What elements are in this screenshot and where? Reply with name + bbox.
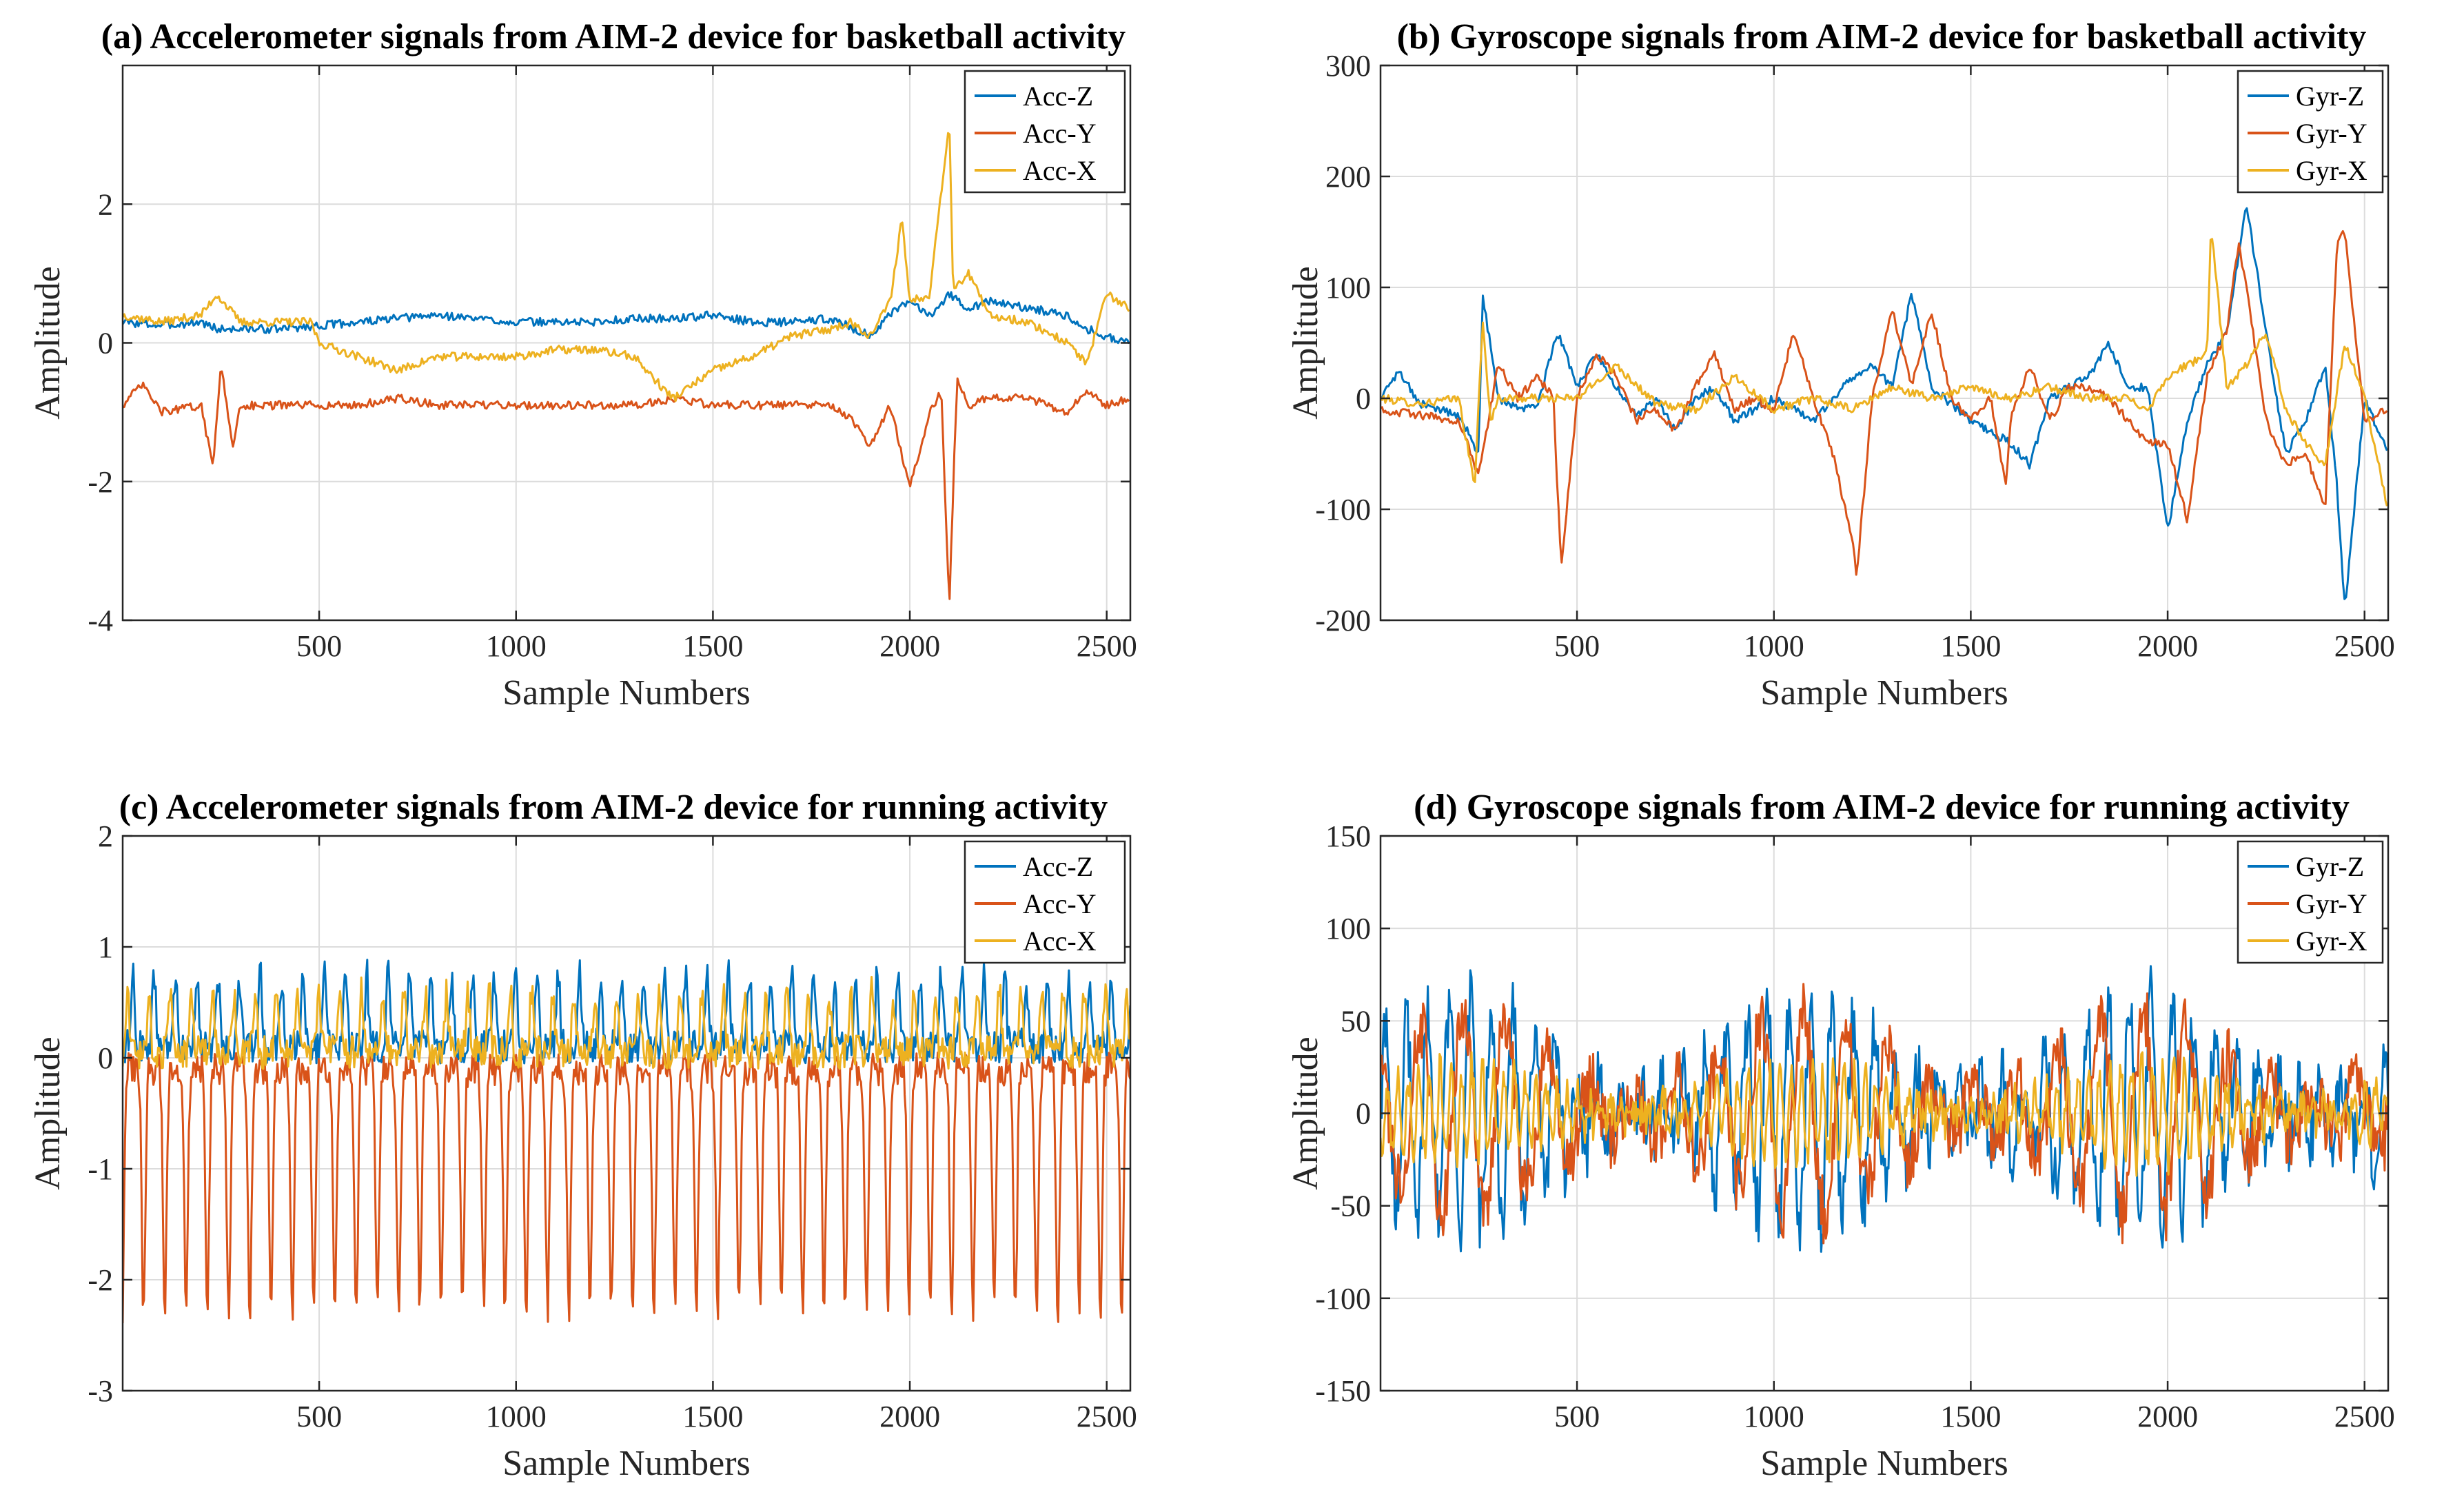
legend-label: Acc-Y: [1023, 118, 1097, 149]
series-group: [1381, 965, 2388, 1253]
legend-label: Acc-Y: [1023, 888, 1097, 919]
chart-title: (c) Accelerometer signals from AIM-2 dev…: [119, 788, 1108, 827]
series-line-gyr-z: [1381, 207, 2388, 600]
x-tick-label: 2500: [2334, 1400, 2395, 1433]
legend-label: Gyr-X: [2296, 926, 2367, 957]
x-tick-label: 1000: [1744, 629, 1804, 663]
y-tick-label: 200: [1325, 160, 1371, 194]
y-tick-label: 50: [1341, 1004, 1371, 1038]
y-tick-label: 0: [1356, 1097, 1371, 1131]
x-tick-label: 2500: [2334, 629, 2395, 663]
axes-box: [1379, 64, 2390, 622]
legend-label: Gyr-Y: [2296, 888, 2367, 919]
series-line-gyr-x: [1381, 238, 2388, 507]
panel-a-accelerometer-basketball: 500 1000 1500 2000 2500 -4 -2 0 2 Sample Numbers A…: [28, 17, 1137, 713]
y-tick-label: 2: [98, 819, 113, 853]
y-tick-label: -100: [1315, 493, 1371, 527]
y-tick-label: 2: [98, 187, 113, 221]
legend-label: Acc-X: [1023, 155, 1097, 186]
x-tick-label: 2500: [1077, 1400, 1137, 1433]
x-axis-label: Sample Numbers: [1760, 673, 2008, 713]
y-tick-label: -100: [1315, 1282, 1371, 1316]
y-axis-label: Amplitude: [1286, 266, 1325, 419]
axes-box: [121, 835, 1132, 1392]
y-tick-label: 100: [1325, 271, 1371, 305]
legend-label: Acc-Z: [1023, 81, 1093, 112]
series-group: [1381, 207, 2388, 600]
y-tick-label: -2: [88, 465, 113, 499]
y-tick-label: -50: [1330, 1189, 1371, 1223]
series-line-acc-y: [123, 370, 1130, 600]
legend-label: Acc-Z: [1023, 851, 1093, 882]
y-tick-label: 1: [98, 930, 113, 964]
legend-label: Gyr-Y: [2296, 118, 2367, 149]
x-tick-label: 500: [296, 629, 342, 663]
legend-label: Acc-X: [1023, 926, 1097, 957]
panel-c-accelerometer-running: 500 1000 1500 2000 2500 -3 -2 -1 0 1 2 Sample Numbe…: [28, 788, 1137, 1483]
x-tick-label: 2000: [2137, 629, 2198, 663]
plot-area: [123, 836, 1130, 1391]
legend-label: Gyr-Z: [2296, 81, 2364, 112]
legend-label: Gyr-X: [2296, 155, 2367, 186]
x-tick-label: 2500: [1077, 629, 1137, 663]
x-tick-label: 500: [1554, 1400, 1600, 1433]
y-tick-label: -150: [1315, 1374, 1371, 1408]
y-tick-label: 300: [1325, 49, 1371, 83]
x-tick-label: 1000: [486, 1400, 547, 1433]
y-tick-label: -4: [88, 604, 113, 637]
y-tick-label: 0: [98, 1041, 113, 1075]
x-tick-label: 1500: [682, 629, 743, 663]
series-group: [123, 132, 1130, 600]
y-axis-label: Amplitude: [28, 266, 68, 419]
y-tick-label: 150: [1325, 819, 1371, 853]
x-tick-label: 1500: [1940, 629, 2001, 663]
legend: Gyr-Z Gyr-Y Gyr-X: [2237, 70, 2384, 194]
x-tick-label: 2000: [879, 1400, 940, 1433]
x-tick-label: 500: [296, 1400, 342, 1433]
chart-title: (a) Accelerometer signals from AIM-2 dev…: [101, 17, 1126, 57]
legend: Acc-Z Acc-Y Acc-X: [964, 70, 1126, 194]
series-line-acc-y: [123, 1051, 1130, 1324]
y-axis-label: Amplitude: [28, 1036, 68, 1189]
y-tick-label: -3: [88, 1374, 113, 1408]
series-line-acc-x: [123, 132, 1130, 402]
chart-title: (b) Gyroscope signals from AIM-2 device …: [1397, 17, 2367, 57]
y-tick-label: 0: [1356, 382, 1371, 416]
y-tick-label: 0: [98, 327, 113, 360]
x-tick-label: 1000: [486, 629, 547, 663]
x-tick-label: 1500: [1940, 1400, 2001, 1433]
legend: Acc-Z Acc-Y Acc-X: [964, 840, 1126, 964]
series-line-acc-x: [123, 976, 1130, 1070]
x-tick-label: 1500: [682, 1400, 743, 1433]
x-axis-label: Sample Numbers: [502, 673, 751, 713]
y-tick-label: -200: [1315, 604, 1371, 637]
x-tick-label: 500: [1554, 629, 1600, 663]
y-tick-label: -2: [88, 1263, 113, 1297]
chart-title: (d) Gyroscope signals from AIM-2 device …: [1414, 788, 2350, 827]
panel-b-gyroscope-basketball: 500 1000 1500 2000 2500 -200 -100 0 100 200 300 Sam…: [1286, 17, 2395, 713]
x-axis-label: Sample Numbers: [1760, 1444, 2008, 1483]
series-line-gyr-y: [1381, 229, 2388, 576]
y-tick-label: -1: [88, 1152, 113, 1186]
series-line-gyr-x: [1381, 1051, 2388, 1177]
x-tick-label: 1000: [1744, 1400, 1804, 1433]
series-group: [123, 959, 1130, 1324]
panel-d-gyroscope-running: 500 1000 1500 2000 2500 -150 -100 -50 0 50 100 150 S…: [1286, 788, 2395, 1483]
legend-label: Gyr-Z: [2296, 851, 2364, 882]
legend: Gyr-Z Gyr-Y Gyr-X: [2237, 840, 2384, 964]
x-tick-label: 2000: [879, 629, 940, 663]
y-axis-label: Amplitude: [1286, 1036, 1325, 1189]
x-axis-label: Sample Numbers: [502, 1444, 751, 1483]
y-tick-label: 100: [1325, 912, 1371, 946]
x-tick-label: 2000: [2137, 1400, 2198, 1433]
series-line-gyr-y: [1381, 983, 2388, 1245]
